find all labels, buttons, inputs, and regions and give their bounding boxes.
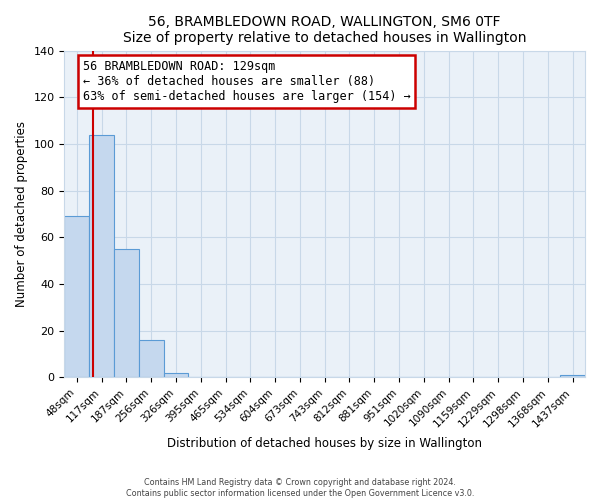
Bar xyxy=(114,249,139,378)
Bar xyxy=(139,340,164,378)
Text: Contains HM Land Registry data © Crown copyright and database right 2024.
Contai: Contains HM Land Registry data © Crown c… xyxy=(126,478,474,498)
Bar xyxy=(560,375,585,378)
Y-axis label: Number of detached properties: Number of detached properties xyxy=(15,121,28,307)
X-axis label: Distribution of detached houses by size in Wallington: Distribution of detached houses by size … xyxy=(167,437,482,450)
Title: 56, BRAMBLEDOWN ROAD, WALLINGTON, SM6 0TF
Size of property relative to detached : 56, BRAMBLEDOWN ROAD, WALLINGTON, SM6 0T… xyxy=(123,15,526,45)
Bar xyxy=(64,216,89,378)
Text: 56 BRAMBLEDOWN ROAD: 129sqm
← 36% of detached houses are smaller (88)
63% of sem: 56 BRAMBLEDOWN ROAD: 129sqm ← 36% of det… xyxy=(83,60,411,103)
Bar xyxy=(89,134,114,378)
Bar xyxy=(164,372,188,378)
